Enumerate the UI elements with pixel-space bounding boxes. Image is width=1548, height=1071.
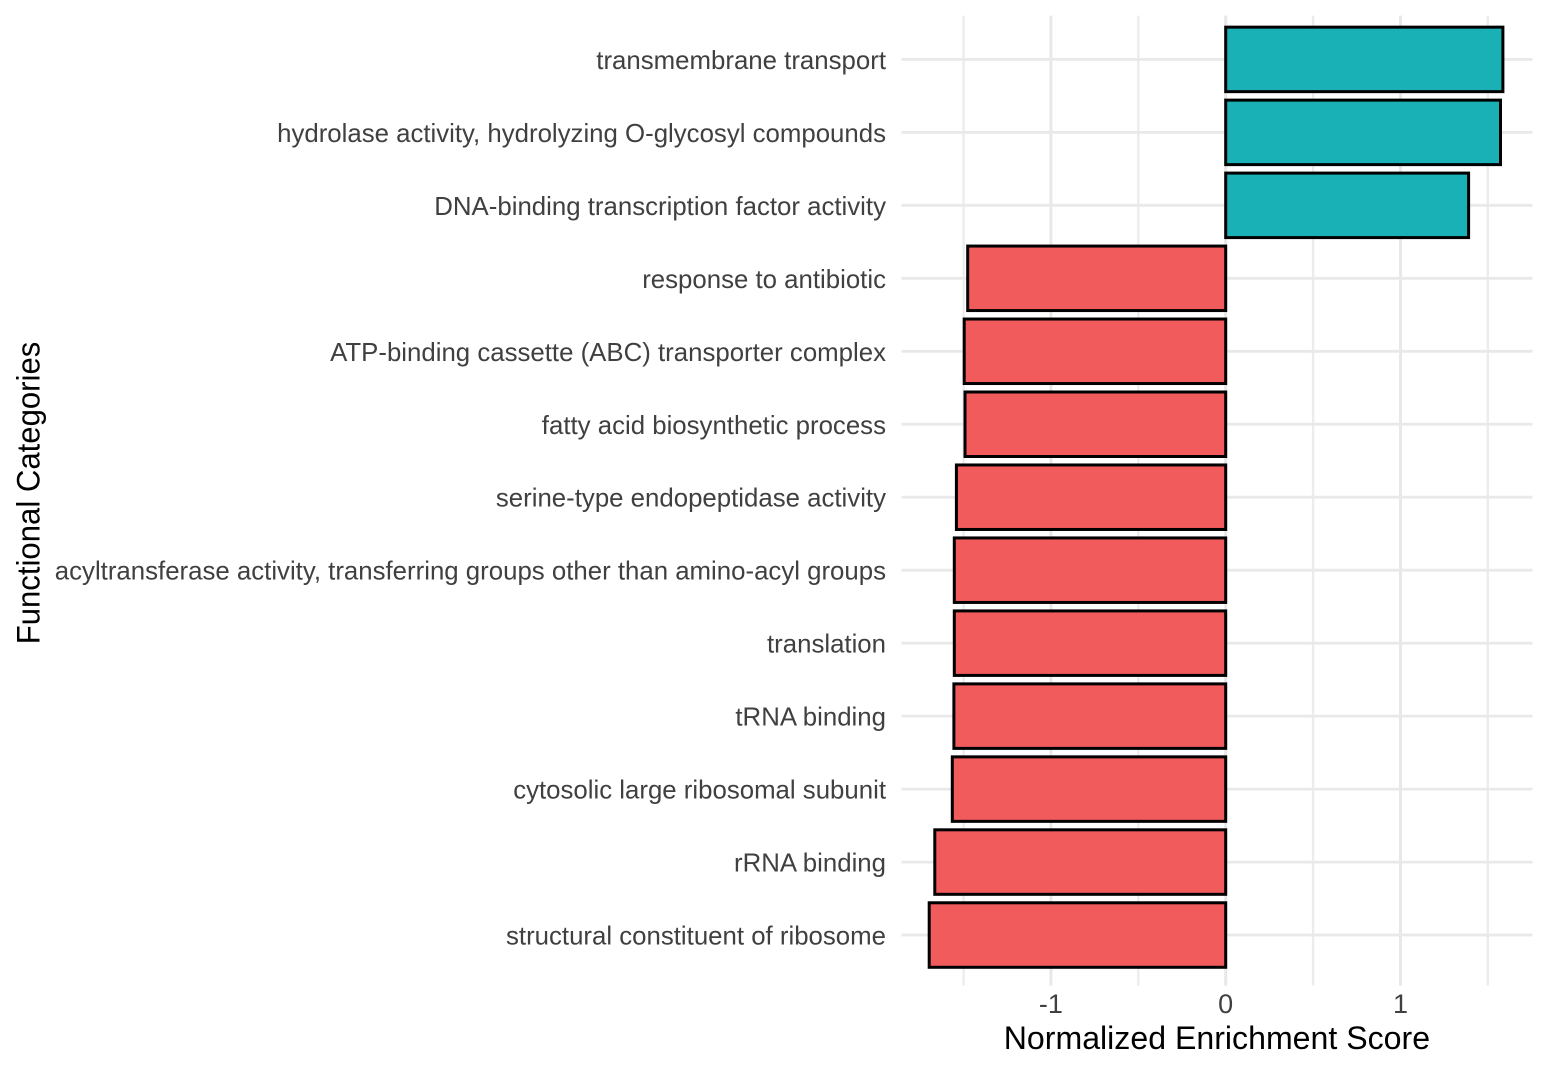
- svg-text:serine-type endopeptidase acti: serine-type endopeptidase activity: [496, 483, 886, 513]
- svg-text:translation: translation: [767, 629, 886, 659]
- svg-text:Normalized Enrichment Score: Normalized Enrichment Score: [1004, 1020, 1430, 1056]
- svg-text:response to antibiotic: response to antibiotic: [642, 264, 886, 294]
- svg-text:1: 1: [1393, 989, 1408, 1019]
- svg-text:DNA-binding transcription fact: DNA-binding transcription factor activit…: [434, 191, 886, 221]
- svg-text:tRNA binding: tRNA binding: [735, 702, 886, 732]
- svg-text:0: 0: [1218, 989, 1233, 1019]
- svg-text:hydrolase activity, hydrolyzin: hydrolase activity, hydrolyzing O-glycos…: [277, 118, 886, 148]
- svg-text:transmembrane transport: transmembrane transport: [596, 45, 886, 75]
- svg-text:structural constituent of ribo: structural constituent of ribosome: [506, 921, 886, 951]
- svg-text:fatty acid biosynthetic proces: fatty acid biosynthetic process: [542, 410, 886, 440]
- svg-text:acyltransferase activity, tran: acyltransferase activity, transferring g…: [55, 556, 886, 586]
- svg-text:ATP-binding cassette (ABC) tra: ATP-binding cassette (ABC) transporter c…: [330, 337, 886, 367]
- svg-text:cytosolic large ribosomal subu: cytosolic large ribosomal subunit: [513, 775, 887, 805]
- svg-text:Functional Categories: Functional Categories: [11, 342, 47, 645]
- svg-text:rRNA binding: rRNA binding: [734, 848, 886, 878]
- svg-text:-1: -1: [1039, 989, 1063, 1019]
